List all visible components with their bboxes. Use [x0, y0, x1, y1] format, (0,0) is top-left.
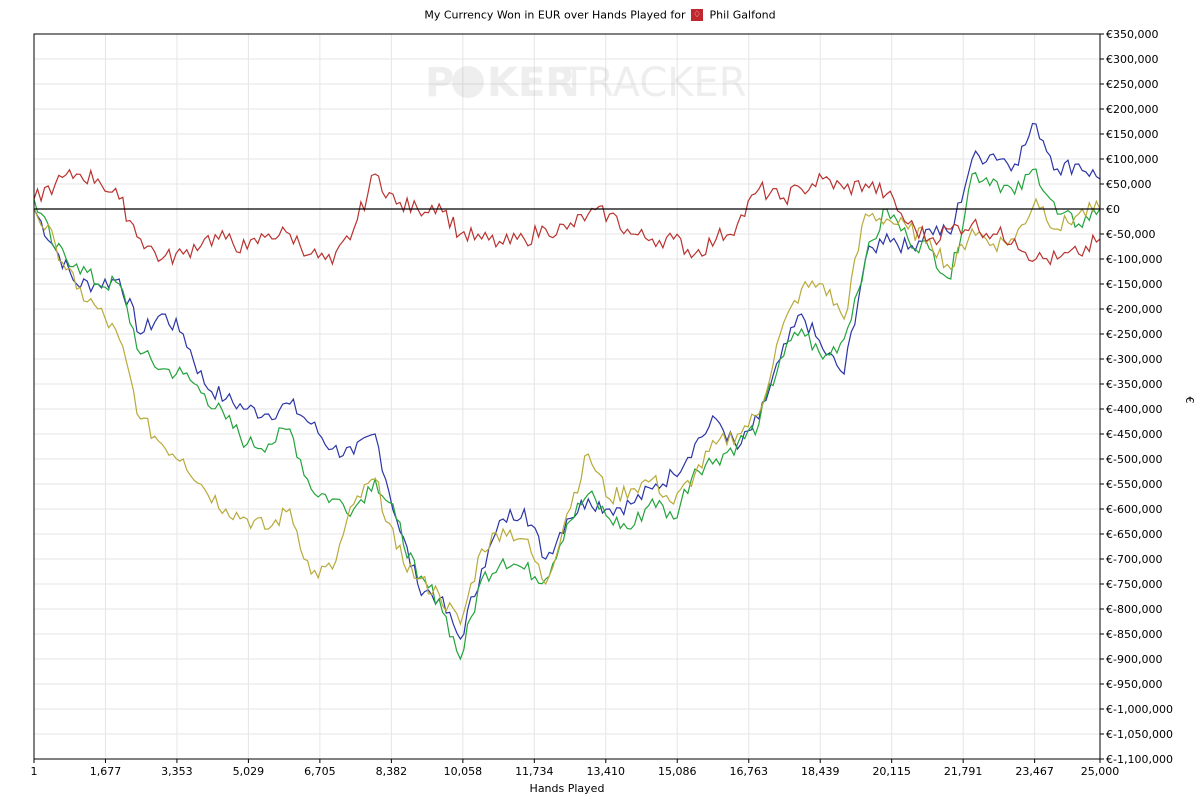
y-tick-label: €-1,050,000 — [1106, 728, 1173, 741]
series-line-green — [33, 168, 1101, 661]
x-tick-label: 6,705 — [304, 765, 336, 778]
watermark-text-p: P — [425, 60, 454, 106]
y-tick-label: €-50,000 — [1106, 228, 1155, 241]
grid-layer — [33, 33, 1101, 760]
chart-title-player: Phil Galfond — [709, 8, 776, 22]
y-tick-label: €-150,000 — [1106, 278, 1162, 291]
x-tick-label: 11,734 — [515, 765, 554, 778]
y-tick-label: €300,000 — [1106, 53, 1159, 66]
series-line-yellow — [33, 197, 1101, 626]
y-tick-label: €50,000 — [1106, 178, 1152, 191]
x-tick-label: 13,410 — [587, 765, 626, 778]
y-tick-label: €-250,000 — [1106, 328, 1162, 341]
x-tick-label: 25,000 — [1081, 765, 1120, 778]
x-tick-label: 21,791 — [944, 765, 983, 778]
y-tick-label: €-350,000 — [1106, 378, 1162, 391]
x-tick-label: 23,467 — [1015, 765, 1054, 778]
x-tick-label: 10,058 — [444, 765, 483, 778]
x-tick-label: 5,029 — [233, 765, 265, 778]
poker-chip-icon — [452, 66, 484, 98]
plot-border — [33, 33, 1101, 760]
y-tick-label: €-950,000 — [1106, 678, 1162, 691]
y-tick-label: €-400,000 — [1106, 403, 1162, 416]
x-tick-label: 18,439 — [801, 765, 840, 778]
poker-tracker-watermark: P KER TRACKER — [425, 60, 747, 106]
y-tick-label: €-600,000 — [1106, 503, 1162, 516]
y-tick-label: €-800,000 — [1106, 603, 1162, 616]
y-tick-label: €250,000 — [1106, 78, 1159, 91]
y-tick-label: €-850,000 — [1106, 628, 1162, 641]
y-tick-label: €-550,000 — [1106, 478, 1162, 491]
x-tick-label: 20,115 — [872, 765, 911, 778]
chart-title-prefix: My Currency Won in EUR over Hands Played… — [424, 8, 686, 22]
y-tick-label: €-300,000 — [1106, 353, 1162, 366]
series-line-blue — [33, 122, 1101, 641]
y-tick-label: €-450,000 — [1106, 428, 1162, 441]
axis-layer: €350,000 €300,000 €250,000 €200,000 €150,000… — [31, 28, 1173, 778]
x-tick-label: 16,763 — [730, 765, 769, 778]
x-tick-label: 15,086 — [658, 765, 697, 778]
y-tick-label: €0 — [1106, 203, 1120, 216]
x-tick-label: 8,382 — [376, 765, 408, 778]
x-tick-label: 3,353 — [161, 765, 193, 778]
y-tick-label: €-200,000 — [1106, 303, 1162, 316]
watermark-text-tracker: TRACKER — [561, 60, 747, 106]
y-tick-label: €-500,000 — [1106, 453, 1162, 466]
watermark-text-ker: KER — [487, 60, 576, 106]
y-tick-label: €-1,100,000 — [1106, 753, 1173, 766]
y-tick-label: €-650,000 — [1106, 528, 1162, 541]
series-line-red — [33, 168, 1101, 267]
y-tick-label: €150,000 — [1106, 128, 1159, 141]
y-tick-label: €-750,000 — [1106, 578, 1162, 591]
y-tick-label: €-1,000,000 — [1106, 703, 1173, 716]
player-flag-icon: ♢ — [691, 9, 704, 21]
y-tick-label: €-900,000 — [1106, 653, 1162, 666]
y-tick-label: €100,000 — [1106, 153, 1159, 166]
y-tick-label: €350,000 — [1106, 28, 1159, 41]
y-axis-label: € — [1183, 397, 1196, 404]
y-tick-label: €200,000 — [1106, 103, 1159, 116]
series-layer — [33, 122, 1101, 661]
x-tick-label: 1 — [31, 765, 38, 778]
x-tick-label: 1,677 — [90, 765, 122, 778]
chart-title: My Currency Won in EUR over Hands Played… — [0, 8, 1200, 22]
x-axis-label: Hands Played — [530, 782, 605, 795]
y-tick-label: €-700,000 — [1106, 553, 1162, 566]
y-tick-label: €-100,000 — [1106, 253, 1162, 266]
label-layer: Hands Played € — [530, 397, 1196, 796]
